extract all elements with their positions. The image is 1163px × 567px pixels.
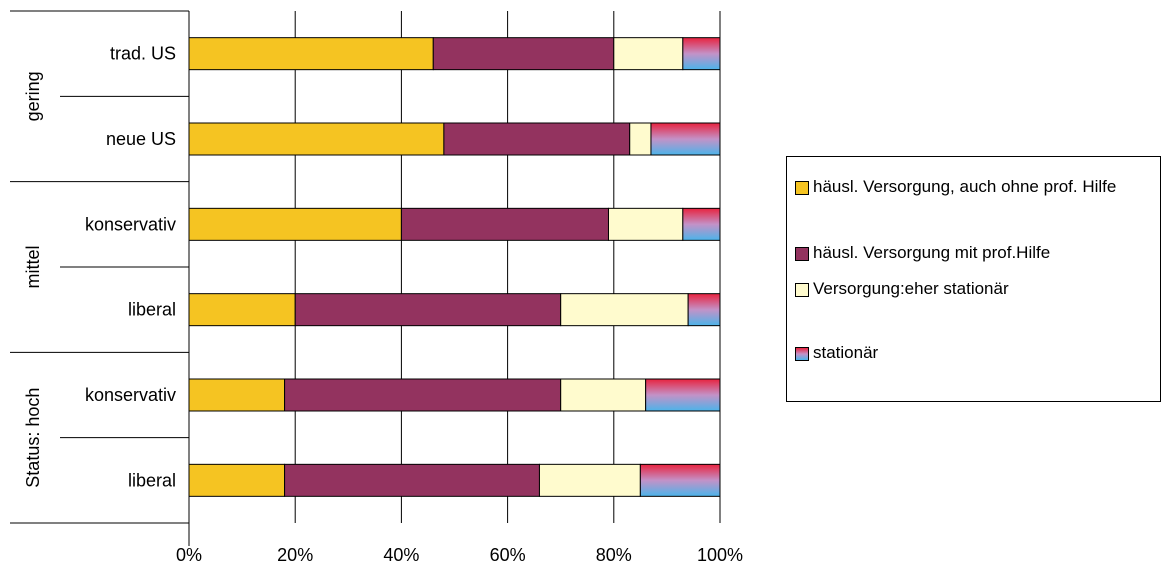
bar-segment — [294, 293, 562, 327]
legend-item: Versorgung:eher stationär — [795, 277, 1153, 301]
bar-segment — [188, 37, 434, 71]
legend-swatch — [795, 347, 809, 361]
x-tick-label: 0% — [176, 545, 202, 565]
legend-swatch — [795, 247, 809, 261]
bar-segment — [629, 122, 652, 156]
group-labels: gering mittel Status: hoch — [23, 71, 43, 487]
bar-segment — [560, 293, 689, 327]
x-tick-label: 60% — [490, 545, 526, 565]
bar-segment — [639, 463, 721, 497]
axis-frame — [10, 10, 190, 546]
legend-label: häusl. Versorgung, auch ohne prof. Hilfe — [813, 177, 1117, 196]
x-tick-label: 40% — [383, 545, 419, 565]
bar-segment — [538, 463, 641, 497]
bar-segment — [682, 207, 721, 241]
bar-segment — [682, 37, 721, 71]
bar-segment — [613, 37, 684, 71]
x-tick-label: 20% — [277, 545, 313, 565]
group-label: gering — [23, 71, 43, 121]
category-label: konservativ — [85, 385, 176, 405]
group-label: Status: hoch — [23, 388, 43, 488]
bar-segment — [400, 207, 609, 241]
category-label: neue US — [106, 129, 176, 149]
bar-segment — [284, 463, 540, 497]
bar-segment — [432, 37, 615, 71]
bar-segment — [650, 122, 721, 156]
legend: häusl. Versorgung, auch ohne prof. Hilfe… — [786, 156, 1161, 402]
bar-segment — [188, 122, 445, 156]
category-label: konservativ — [85, 214, 176, 234]
legend-label: stationär — [813, 343, 879, 362]
bar-segment — [560, 378, 647, 412]
bar-segment — [188, 293, 296, 327]
bar-segment — [443, 122, 631, 156]
x-tick-label: 80% — [596, 545, 632, 565]
legend-swatch — [795, 283, 809, 297]
legend-swatch — [795, 181, 809, 195]
category-label: liberal — [128, 300, 176, 320]
category-label: liberal — [128, 470, 176, 490]
legend-item: häusl. Versorgung, auch ohne prof. Hilfe — [795, 175, 1153, 199]
legend-item: häusl. Versorgung mit prof.Hilfe — [795, 241, 1153, 265]
group-label: mittel — [23, 245, 43, 288]
legend-item: stationär — [795, 341, 1153, 365]
bar-segment — [645, 378, 721, 412]
bar-segment — [607, 207, 684, 241]
category-label: trad. US — [110, 44, 176, 64]
x-tick-labels: 0% 20% 40% 60% 80% 100% — [176, 545, 743, 565]
bar-segment — [188, 207, 402, 241]
bar-segment — [687, 293, 721, 327]
legend-label: häusl. Versorgung mit prof.Hilfe — [813, 243, 1051, 262]
bar-segment — [284, 378, 562, 412]
bar-segment — [188, 463, 286, 497]
category-labels: trad. US neue US konservativ liberal konserv… — [85, 44, 176, 491]
legend-label: Versorgung:eher stationär — [813, 279, 1009, 298]
bars — [188, 37, 721, 497]
x-tick-label: 100% — [697, 545, 743, 565]
gridlines — [188, 11, 721, 523]
bar-segment — [188, 378, 286, 412]
